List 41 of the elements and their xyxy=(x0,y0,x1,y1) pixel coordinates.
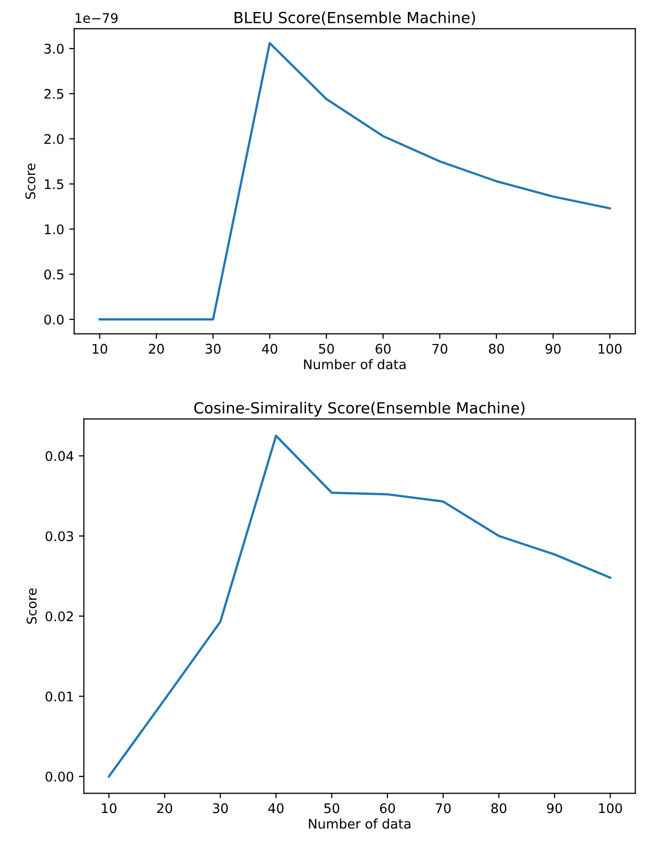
y-tick-label: 2.0 xyxy=(44,134,64,144)
y-tick-label: 0.0 xyxy=(44,314,64,325)
y-tick-label: 0.04 xyxy=(46,451,74,462)
x-tick-label: 50 xyxy=(324,803,340,814)
x-tick-label: 40 xyxy=(268,803,284,814)
x-axis-title: Number of data xyxy=(308,818,410,829)
x-axis-title: Number of data xyxy=(304,359,406,370)
y-tick-label: 0.00 xyxy=(46,772,74,782)
text: 1e−79 xyxy=(76,13,118,24)
x-tick-label: 90 xyxy=(546,803,562,814)
y-axis-title: Score xyxy=(25,163,36,199)
x-tick-label: 100 xyxy=(598,344,622,354)
x-tick-label: 60 xyxy=(380,803,395,814)
x-tick-label: 10 xyxy=(102,803,116,814)
x-tick-label: 60 xyxy=(376,344,391,354)
x-tick-label: 30 xyxy=(212,803,228,814)
y-tick-label: 1.5 xyxy=(44,179,64,190)
x-tick-label: 90 xyxy=(546,344,561,354)
line-series xyxy=(98,42,611,320)
x-tick-label: 20 xyxy=(148,344,164,354)
y-tick-label: 2.5 xyxy=(44,88,64,99)
y-tick-label: 0.5 xyxy=(44,269,64,280)
y-tick-label: 3.0 xyxy=(44,44,64,54)
x-tick-label: 80 xyxy=(491,803,506,814)
y-tick-label: 0.02 xyxy=(46,611,73,622)
x-tick-label: 30 xyxy=(206,344,221,354)
y-tick-label: 0.01 xyxy=(46,692,73,702)
y-tick-label: 0.03 xyxy=(46,531,74,542)
x-tick-label: 70 xyxy=(436,803,451,814)
x-tick-label: 100 xyxy=(599,803,622,814)
chart-title: Cosine-Simirality Score(Ensemble Machine) xyxy=(194,402,524,417)
x-tick-label: 50 xyxy=(319,344,334,354)
x-tick-label: 40 xyxy=(262,344,278,354)
y-tick-label: 1.0 xyxy=(44,224,64,234)
chart-title: BLEU Score(Ensemble Machine) xyxy=(234,12,475,26)
x-tick-label: 80 xyxy=(488,344,504,354)
x-tick-label: 20 xyxy=(157,803,172,814)
x-tick-label: 70 xyxy=(432,344,448,354)
line-series xyxy=(108,434,612,778)
x-tick-label: 10 xyxy=(92,344,108,354)
y-axis-title: Score xyxy=(26,588,37,624)
